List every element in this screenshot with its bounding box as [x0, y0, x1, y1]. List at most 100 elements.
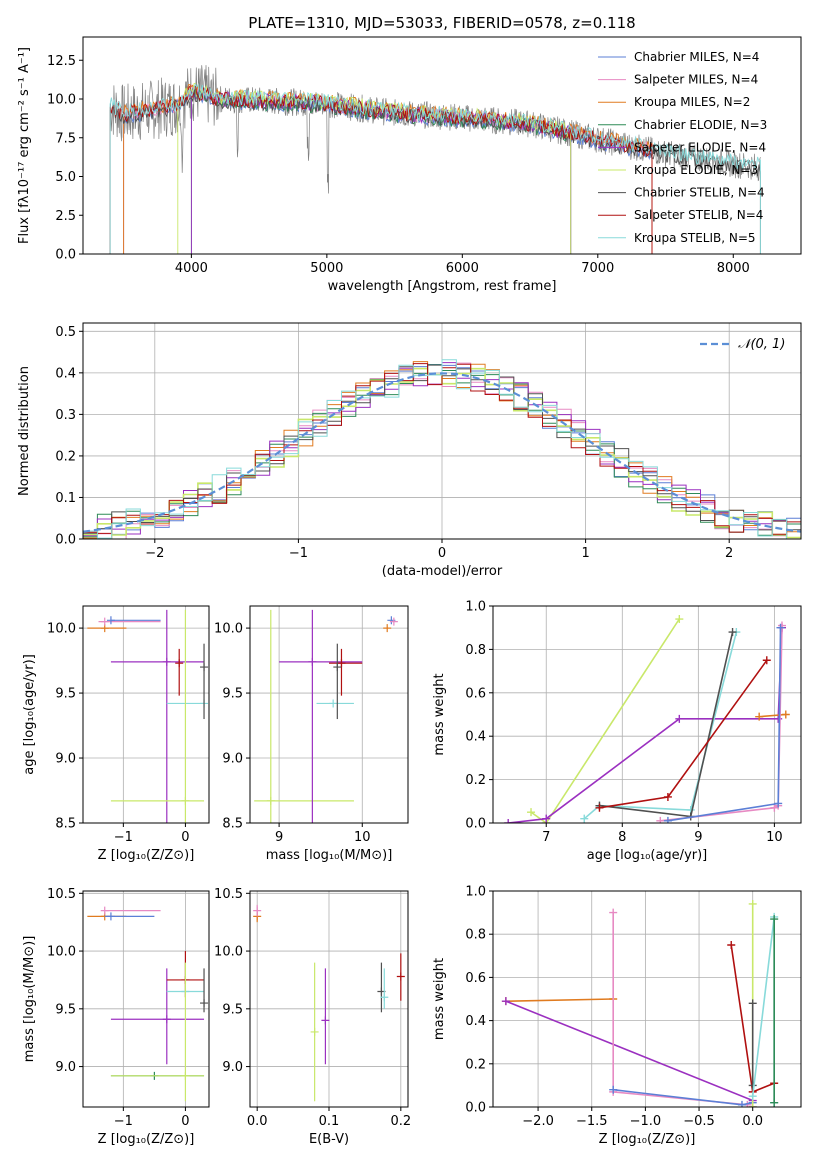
- x-tick-label: −1: [114, 1114, 133, 1129]
- marker-chabrier_miles: [774, 799, 783, 808]
- x-tick-label: 0.0: [247, 1114, 268, 1129]
- marker-salpeter_elodie: [501, 997, 510, 1006]
- point-salpeter_miles: [100, 617, 109, 626]
- axes-frame: [249, 605, 409, 824]
- histogram-kroupa_stelib: [83, 359, 801, 539]
- gaussian-curve: [82, 372, 802, 533]
- y-tick-label: 0.4: [465, 1014, 486, 1029]
- series-salpeter_elodie: [508, 627, 783, 823]
- y-tick-label: 9.0: [55, 1060, 76, 1075]
- x-tick-label: 9: [694, 830, 702, 845]
- y-tick-label: 0.2: [55, 449, 76, 464]
- marker-salpeter_stelib: [595, 803, 604, 812]
- legend-label: Chabrier MILES, N=4: [634, 50, 759, 64]
- panel-6: −1 0 9.0 9.5 10.0 10.5 Z [log₁₀(Z/Z⊙)] mass [lo…: [22, 887, 210, 1147]
- legend-label: Chabrier ELODIE, N=3: [634, 118, 767, 132]
- y-tick-label: 10.0: [214, 622, 243, 637]
- x-tick-label: 8: [618, 830, 626, 845]
- series-kroupa_stelib: [583, 631, 738, 820]
- point-salpeter_stelib: [175, 659, 184, 668]
- panel-7: 0.0 0.1 0.2 9.0 9.5 10.0 10.5 E(B-V): [214, 887, 411, 1147]
- y-axis-label: mass weight: [432, 673, 447, 755]
- marker-chabrier_stelib: [728, 628, 737, 637]
- x-axis-label: wavelength [Angstrom, rest frame]: [328, 279, 557, 294]
- axes-frame: [82, 36, 802, 255]
- legend-label: 𝒩(0, 1): [738, 337, 785, 352]
- x-tick-label: −0.5: [683, 1114, 715, 1129]
- x-axis-label: Z [log₁₀(Z/Z⊙)]: [599, 1132, 696, 1147]
- y-tick-label: 0.0: [55, 248, 76, 263]
- point-chabrier_stelib: [200, 999, 209, 1008]
- x-tick-label: −1.0: [630, 1114, 662, 1129]
- point-salpeter_elodie: [321, 1016, 330, 1025]
- y-axis-label: mass weight: [432, 958, 447, 1040]
- marker-kroupa_elodie: [748, 1103, 757, 1107]
- y-tick-label: 0.5: [55, 325, 76, 340]
- y-tick-label: 10.0: [214, 945, 243, 960]
- x-axis-label: E(B-V): [309, 1132, 349, 1147]
- y-tick-label: 0.8: [465, 643, 486, 658]
- legend-label: Salpeter MILES, N=4: [634, 73, 758, 87]
- y-tick-label: 8.5: [222, 817, 243, 832]
- x-tick-label: 7: [542, 830, 550, 845]
- y-tick-label: 0.6: [465, 686, 486, 701]
- model-spectrum-chabrier_stelib: [109, 89, 761, 254]
- chart-title: PLATE=1310, MJD=53033, FIBERID=0578, z=0…: [248, 14, 635, 32]
- point-salpeter_miles: [100, 906, 109, 915]
- y-tick-label: 0.0: [55, 533, 76, 548]
- legend: Chabrier MILES, N=4 Salpeter MILES, N=4 Kr…: [598, 50, 767, 245]
- point-chabrier_miles: [106, 912, 115, 921]
- y-tick-label: 0.0: [465, 817, 486, 832]
- point-salpeter_elodie: [162, 1015, 171, 1024]
- y-tick-label: 0.0: [465, 1101, 486, 1116]
- y-tick-label: 2.5: [55, 209, 76, 224]
- marker-chabrier_miles: [776, 623, 785, 632]
- marker-salpeter_miles: [609, 908, 618, 917]
- point-kroupa_stelib: [329, 699, 338, 708]
- point-chabrier_miles: [106, 616, 115, 625]
- point-salpeter_stelib: [396, 972, 405, 981]
- x-tick-label: −1.5: [576, 1114, 608, 1129]
- marker-kroupa_stelib: [748, 1092, 757, 1101]
- y-tick-label: 5.0: [55, 170, 76, 185]
- series-kroupa_miles: [759, 713, 786, 718]
- panel-5: 7 8 9 10 0.0 0.2 0.4 0.6 0.8 1.0 age [log₁₀(age/yr…: [432, 600, 802, 863]
- x-axis-label: Z [log₁₀(Z/Z⊙)]: [98, 1132, 195, 1147]
- y-tick-label: 0.4: [55, 366, 76, 381]
- y-tick-label: 1.0: [465, 885, 486, 900]
- legend-label: Kroupa STELIB, N=5: [634, 231, 756, 245]
- marker-chabrier_miles: [737, 1100, 746, 1107]
- y-tick-label: 0.2: [465, 1057, 486, 1072]
- x-tick-label: 4000: [175, 261, 208, 276]
- marker-salpeter_elodie: [675, 714, 684, 723]
- y-tick-label: 0.1: [55, 491, 76, 506]
- point-kroupa_stelib: [380, 993, 389, 1002]
- y-tick-label: 0.4: [465, 730, 486, 745]
- panel-3: −1 0 8.5 9.0 9.5 10.0 Z [log₁₀(Z/Z⊙)] age [log₁…: [22, 605, 210, 863]
- marker-chabrier_miles: [663, 816, 672, 823]
- y-tick-label: 9.5: [55, 1002, 76, 1017]
- histogram-salpeter_stelib: [83, 363, 801, 535]
- x-axis-label: age [log₁₀(age/yr)]: [587, 848, 708, 863]
- point-chabrier_stelib: [200, 663, 209, 672]
- legend-label: Kroupa ELODIE, N=3: [634, 163, 758, 177]
- y-axis-label: Normed distribution: [17, 366, 32, 496]
- marker-salpeter_stelib: [762, 656, 771, 665]
- y-tick-label: 10.5: [47, 887, 76, 902]
- x-tick-label: 9: [275, 830, 283, 845]
- y-tick-label: 0.6: [465, 971, 486, 986]
- x-tick-label: −2: [145, 546, 164, 561]
- series-kroupa_stelib: [751, 916, 776, 1103]
- axes-frame: [82, 605, 210, 824]
- marker-salpeter_stelib: [663, 792, 672, 801]
- axes-frame: [82, 322, 802, 540]
- y-tick-label: 9.0: [55, 752, 76, 767]
- y-tick-label: 7.5: [55, 131, 76, 146]
- x-axis-label: Z [log₁₀(Z/Z⊙)]: [98, 848, 195, 863]
- marker-chabrier_elodie: [770, 915, 779, 924]
- y-tick-label: 10.0: [47, 93, 76, 108]
- y-tick-label: 10.5: [214, 887, 243, 902]
- legend-label: Salpeter ELODIE, N=4: [634, 140, 766, 154]
- x-axis-label: mass [log₁₀(M/M⊙)]: [266, 848, 393, 863]
- marker-kroupa_elodie: [748, 899, 757, 908]
